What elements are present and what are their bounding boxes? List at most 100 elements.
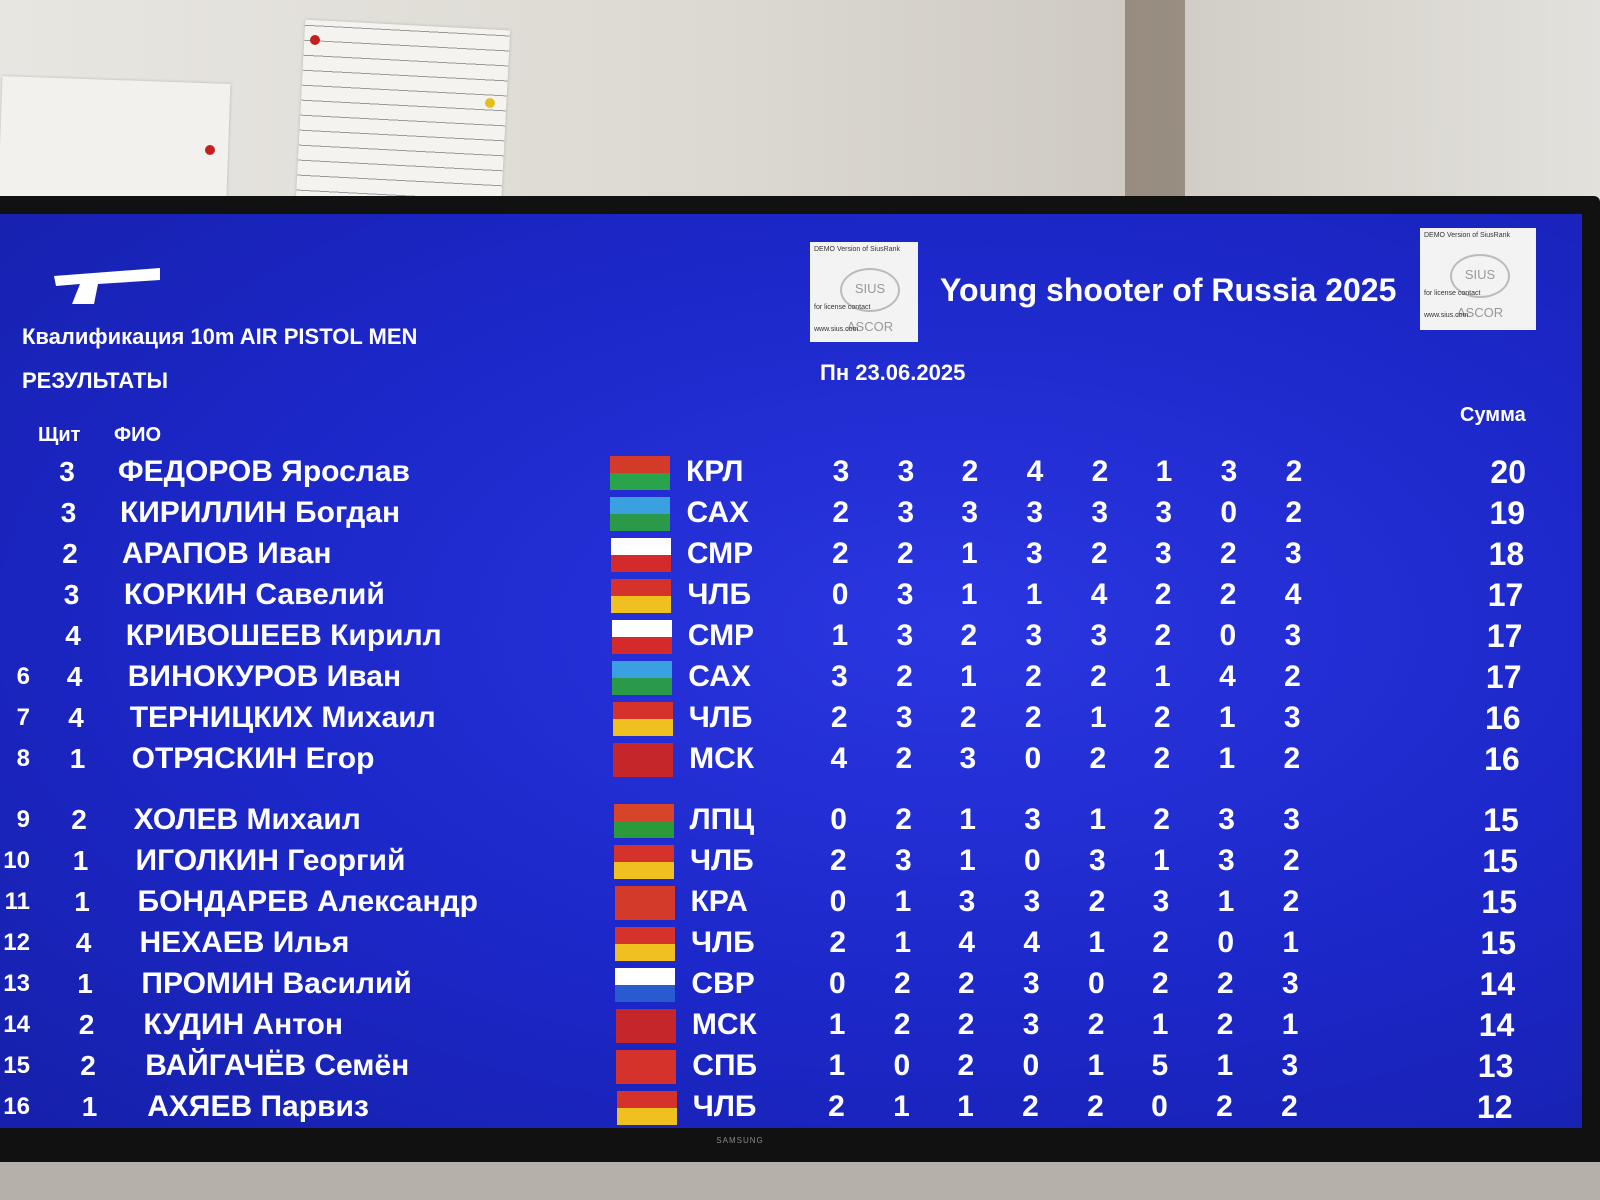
region-flag-icon [614, 886, 675, 920]
series-score: 1 [1282, 926, 1300, 959]
series-score: 0 [1217, 926, 1235, 959]
total-score: 17 [1486, 618, 1523, 654]
rank-cell: 9 [16, 806, 30, 833]
series-score: 2 [1217, 967, 1234, 1000]
series-score: 0 [1220, 496, 1238, 529]
rank-cell: 10 [3, 847, 30, 874]
shield-cell: 2 [62, 538, 78, 569]
series-score: 3 [1285, 537, 1302, 570]
series-score: 2 [1153, 742, 1171, 775]
region-flag-icon [610, 497, 671, 531]
rank-cell: 8 [16, 745, 30, 772]
total-score: 13 [1477, 1048, 1514, 1084]
series-score: 2 [1285, 455, 1303, 488]
series-score: 2 [1216, 1008, 1234, 1041]
series-score: 4 [1284, 578, 1302, 611]
series-score: 4 [958, 926, 976, 959]
shield-cell: 3 [60, 497, 77, 528]
region-flag-icon [611, 579, 672, 613]
series-score: 3 [1283, 701, 1301, 734]
series-score: 4 [1090, 578, 1108, 611]
series-score: 3 [1023, 885, 1041, 918]
series-score: 2 [1285, 496, 1303, 529]
total-score: 17 [1487, 577, 1524, 613]
athlete-name: КУДИН Антон [143, 1008, 344, 1041]
series-score: 0 [893, 1049, 911, 1082]
series-score: 1 [959, 803, 976, 836]
series-score: 3 [1155, 496, 1173, 529]
shield-cell: 3 [59, 456, 75, 487]
series-score: 3 [1155, 537, 1172, 570]
region-code: МСК [689, 742, 755, 775]
series-score: 2 [895, 742, 913, 775]
region-flag-icon [612, 702, 673, 736]
athlete-name: ИГОЛКИН Георгий [135, 844, 406, 877]
total-score: 14 [1479, 966, 1516, 1002]
series-score: 3 [1281, 1049, 1299, 1082]
series-score: 2 [1283, 742, 1301, 775]
series-score: 2 [1281, 1090, 1298, 1123]
table-row: 10 1 ИГОЛКИН Георгий ЧЛБ 2 3 1 0 3 1 3 2 15 [0, 841, 1582, 881]
series-score: 1 [1218, 701, 1236, 734]
region-flag-icon [616, 1091, 677, 1125]
table-row: 12 4 НЕХАЕВ Илья ЧЛБ 2 1 4 4 1 2 0 1 15 [0, 923, 1582, 963]
athlete-name: КРИВОШЕЕВ Кирилл [125, 619, 442, 652]
series-score: 4 [830, 742, 848, 775]
athlete-name: ПРОМИН Василий [141, 967, 412, 1000]
series-score: 2 [1220, 537, 1237, 570]
series-score: 2 [829, 926, 847, 959]
region-code: СМР [686, 537, 754, 570]
series-score: 0 [1022, 1049, 1040, 1082]
series-score: 3 [1023, 967, 1040, 1000]
series-score: 2 [960, 619, 978, 652]
series-score: 3 [961, 496, 979, 529]
table-row: 3 КИРИЛЛИН Богдан САХ 2 3 3 3 3 3 0 2 19 [0, 493, 1582, 533]
table-row: 3 ФЕДОРОВ Ярослав КРЛ 3 3 2 4 2 1 3 2 20 [0, 452, 1582, 492]
series-score: 2 [895, 803, 912, 836]
pin-icon [310, 35, 320, 45]
series-score: 2 [1088, 885, 1106, 918]
series-score: 3 [897, 455, 915, 488]
results-screen: DEMO Version of SiusRank SIUS ASCOR for … [0, 214, 1582, 1128]
series-score: 1 [1087, 1049, 1105, 1082]
athlete-name: АРАПОВ Иван [121, 537, 332, 570]
series-score: 3 [1217, 844, 1235, 877]
series-score: 1 [1216, 1049, 1234, 1082]
athlete-name: ВАЙГАЧЁВ Семён [145, 1049, 410, 1082]
rank-cell: 6 [16, 663, 30, 690]
region-flag-icon [615, 1009, 676, 1043]
series-score: 2 [1154, 619, 1172, 652]
series-score: 0 [829, 967, 846, 1000]
series-score: 0 [1088, 967, 1105, 1000]
series-score: 3 [1283, 803, 1300, 836]
series-score: 0 [831, 578, 849, 611]
shield-cell: 4 [68, 702, 84, 733]
logo-bottom-text: www.sius.com [814, 326, 859, 333]
series-score: 3 [1220, 455, 1238, 488]
series-score: 2 [1022, 1090, 1039, 1123]
series-score: 1 [828, 1049, 846, 1082]
region-code: ЧЛБ [692, 1090, 757, 1123]
total-score: 12 [1476, 1089, 1513, 1125]
series-score: 2 [961, 455, 979, 488]
total-score: 14 [1478, 1007, 1515, 1043]
series-score: 2 [958, 967, 975, 1000]
series-score: 3 [832, 455, 850, 488]
table-row: 6 4 ВИНОКУРОВ Иван САХ 3 2 1 2 2 1 4 2 17 [0, 657, 1582, 697]
series-score: 2 [1091, 537, 1108, 570]
table-row: 9 2 ХОЛЕВ Михаил ЛПЦ 0 2 1 3 1 2 3 3 15 [0, 800, 1582, 840]
series-score: 2 [1024, 701, 1042, 734]
series-score: 1 [958, 844, 976, 877]
series-score: 1 [961, 537, 978, 570]
region-flag-icon [611, 620, 672, 654]
athlete-name: АХЯЕВ Парвиз [147, 1090, 369, 1123]
series-score: 3 [1026, 496, 1044, 529]
series-score: 3 [894, 844, 912, 877]
rank-cell: 7 [16, 704, 30, 731]
series-score: 1 [1025, 578, 1043, 611]
series-score: 2 [1089, 742, 1107, 775]
athlete-name: ФЕДОРОВ Ярослав [118, 455, 410, 488]
series-score: 2 [1152, 967, 1169, 1000]
series-score: 2 [1087, 1090, 1104, 1123]
series-score: 3 [831, 660, 848, 693]
